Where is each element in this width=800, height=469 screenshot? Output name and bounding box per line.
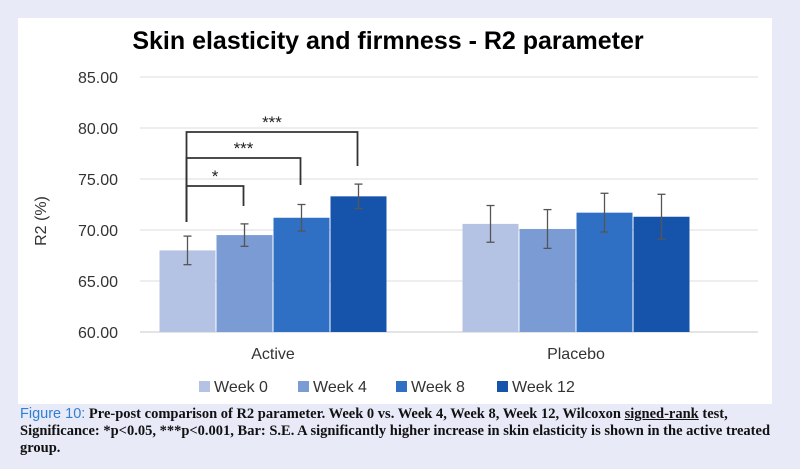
x-tick-label: Active [251, 346, 295, 363]
legend-label: Week 0 [214, 379, 268, 396]
y-axis-label: R2 (%) [33, 196, 50, 246]
bars [159, 196, 690, 332]
y-tick-label: 75.00 [78, 172, 118, 189]
caption-text-a: Pre-post comparison of R2 parameter. Wee… [85, 406, 625, 422]
legend: Week 0 Week 4 Week 8 Week 12 [199, 379, 575, 396]
bar-active-week-12 [330, 196, 387, 332]
y-tick-label: 70.00 [78, 223, 118, 240]
chart-panel: Skin elasticity and firmness - R2 parame… [18, 18, 772, 404]
significance-label: *** [262, 113, 282, 132]
y-tick-label: 85.00 [78, 70, 118, 87]
legend-swatch [497, 381, 508, 392]
legend-label: Week 8 [411, 379, 465, 396]
y-tick-label: 65.00 [78, 274, 118, 291]
significance-label: * [212, 167, 219, 186]
error-bars [183, 183, 666, 266]
significance-label: *** [234, 139, 254, 158]
significance-brackets: ******* [185, 113, 359, 222]
significance-bracket [185, 185, 245, 222]
bar-chart: Skin elasticity and firmness - R2 parame… [33, 27, 758, 396]
y-tick-label: 80.00 [78, 121, 118, 138]
legend-swatch [199, 381, 210, 392]
caption-text-b: test, Significance: *p<0.05, ***p<0.001,… [20, 406, 771, 456]
legend-swatch [396, 381, 407, 392]
chart-title: Skin elasticity and firmness - R2 parame… [132, 27, 644, 55]
y-tick-label: 60.00 [78, 325, 118, 342]
x-tick-label: Placebo [547, 346, 605, 363]
caption-label: Figure 10: [20, 406, 86, 422]
legend-swatch [298, 381, 309, 392]
bar-active-week-8 [273, 217, 330, 332]
y-axis-ticks: 60.00 65.00 70.00 75.00 80.00 85.00 [78, 70, 118, 342]
legend-label: Week 12 [512, 379, 575, 396]
x-axis-ticks: Active Placebo [251, 346, 605, 363]
figure-caption: Figure 10: Pre-post comparison of R2 par… [20, 406, 790, 457]
legend-label: Week 4 [313, 379, 367, 396]
significance-bracket [185, 131, 359, 222]
bar-active-week-4 [216, 235, 273, 332]
caption-underlined: signed-rank [624, 406, 699, 422]
